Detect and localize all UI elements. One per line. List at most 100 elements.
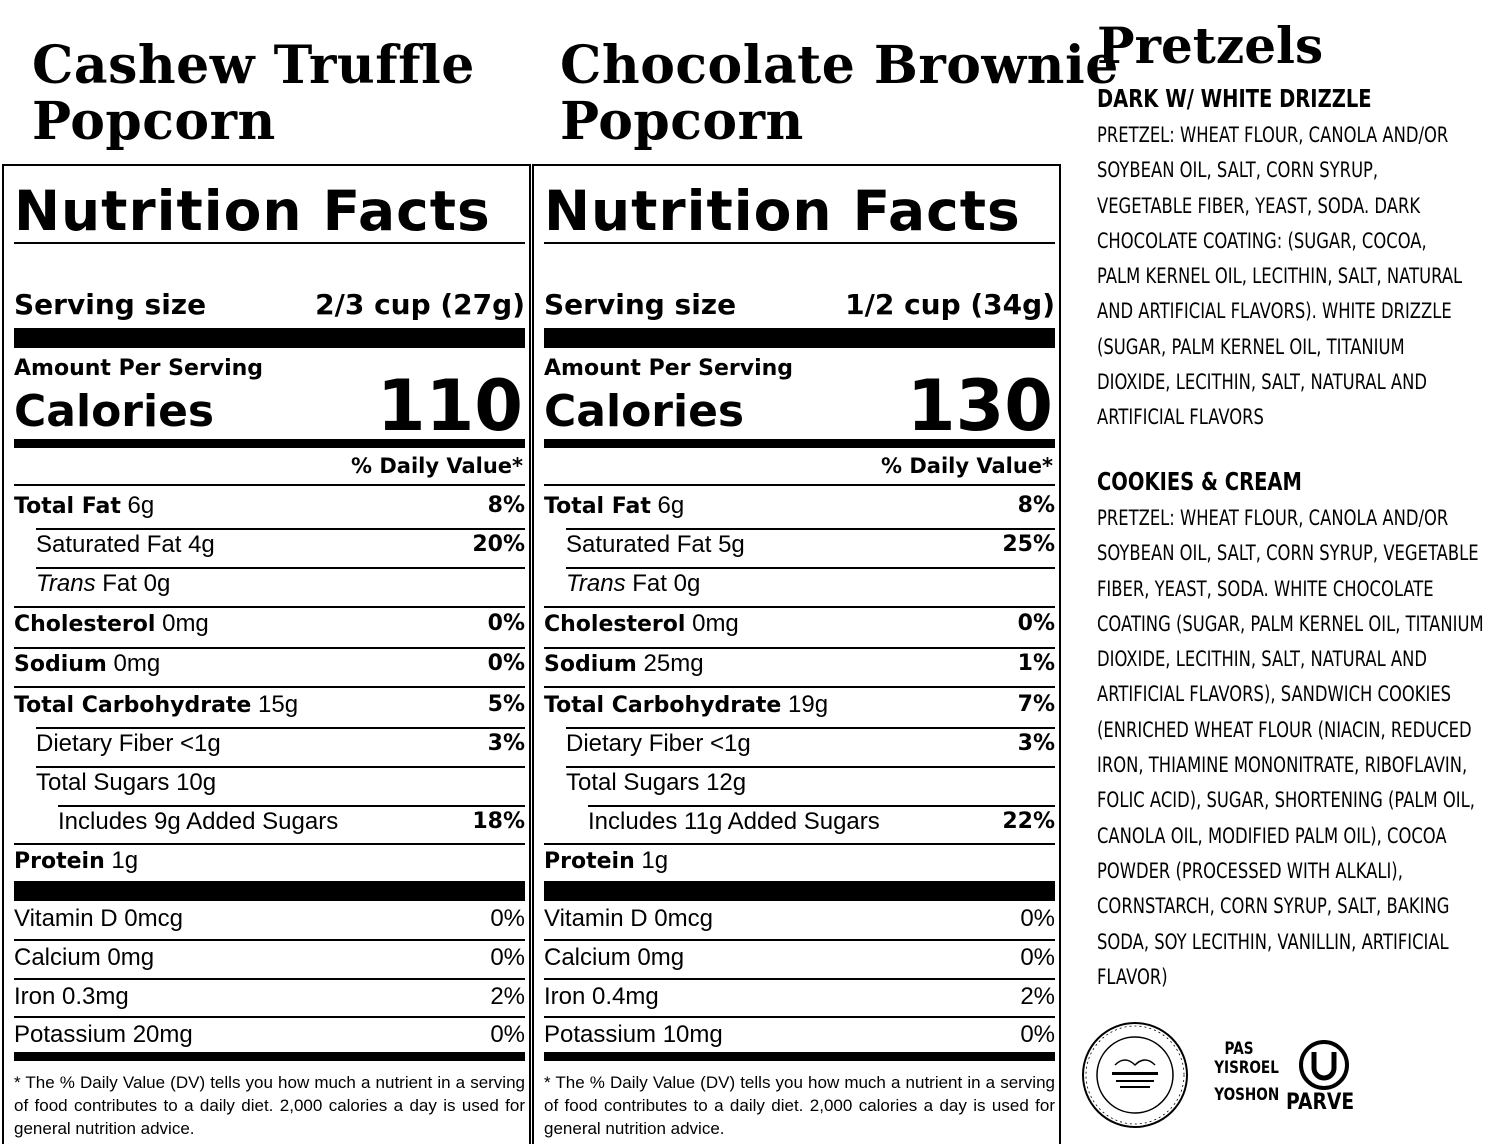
ingredient-line: DIOXIDE, LECITHIN, SALT, NATURAL AND bbox=[1097, 647, 1427, 672]
ingredient-line: IRON, THIAMINE MONONITRATE, RIBOFLAVIN, bbox=[1097, 753, 1468, 778]
divider bbox=[566, 766, 1055, 768]
nutrient-percent: 3% bbox=[487, 731, 525, 756]
title-line: Popcorn bbox=[560, 91, 804, 152]
ou-kosher-icon bbox=[1299, 1040, 1349, 1090]
thick-divider bbox=[544, 881, 1055, 901]
daily-value-header: % Daily Value* bbox=[351, 454, 523, 478]
vitamin-percent: 2% bbox=[490, 983, 525, 1010]
ingredient-line: CANOLA OIL, MODIFIED PALM OIL), COCOA bbox=[1097, 823, 1447, 848]
ingredient-line: ARTIFICIAL FLAVORS bbox=[1097, 405, 1264, 430]
nutrient-name: Includes 9g Added Sugars bbox=[58, 808, 339, 835]
nutrient-percent: 22% bbox=[1002, 809, 1055, 834]
thick-divider bbox=[14, 328, 525, 348]
divider bbox=[566, 727, 1055, 729]
divider bbox=[14, 242, 525, 244]
daily-value-footnote: * The % Daily Value (DV) tells you how m… bbox=[14, 1073, 525, 1138]
pas-yisroel-badge: PAS YISROEL YOSHON bbox=[1208, 1039, 1280, 1105]
divider bbox=[14, 843, 525, 845]
thick-divider bbox=[14, 881, 525, 901]
nutrient-row: Cholesterol 0mg 0% bbox=[14, 605, 525, 643]
nutrient-name: Sodium bbox=[14, 652, 107, 677]
serving-size-label: Serving size bbox=[544, 288, 737, 321]
nutrient-row: Saturated Fat 4g 20% bbox=[14, 526, 525, 564]
pas-label: PAS bbox=[1224, 1039, 1254, 1059]
nutrient-name: Includes 11g Added Sugars bbox=[588, 808, 880, 835]
nutrient-row: Sodium 0mg 0% bbox=[14, 645, 525, 683]
nutrient-name: Dietary Fiber <1g bbox=[566, 730, 751, 757]
ingredient-line: PRETZEL: WHEAT FLOUR, CANOLA AND/OR bbox=[1097, 123, 1449, 147]
ingredient-line: FOLIC ACID), SUGAR, SHORTENING (PALM OIL… bbox=[1097, 788, 1475, 813]
title-line: Popcorn bbox=[32, 91, 276, 152]
calories-label: Calories bbox=[544, 386, 745, 437]
serving-size-value: 1/2 cup (34g) bbox=[845, 288, 1055, 321]
nutrient-amount: 0mg bbox=[162, 610, 209, 637]
divider bbox=[36, 567, 525, 569]
amount-per-serving: Amount Per Serving bbox=[14, 356, 264, 381]
vitamin-percent: 2% bbox=[1020, 983, 1055, 1010]
nutrient-row: Trans Fat 0g bbox=[544, 565, 1055, 603]
divider bbox=[36, 528, 525, 530]
product-title-cashew: Cashew Truffle Popcorn bbox=[32, 38, 475, 150]
amount-per-serving: Amount Per Serving bbox=[544, 356, 794, 381]
nutrient-percent: 0% bbox=[487, 611, 525, 636]
nutrient-name: Sodium bbox=[544, 652, 637, 677]
vitamin-name: Calcium 0mg bbox=[14, 944, 155, 971]
nutrient-row: Total Sugars 10g bbox=[14, 764, 525, 802]
nutrient-name: Dietary Fiber <1g bbox=[36, 730, 221, 757]
nutrient-name-italic: Trans bbox=[566, 570, 626, 597]
nutrition-facts-heading: Nutrition Facts bbox=[14, 179, 491, 243]
ingredient-line: PALM KERNEL OIL, LECITHIN, SALT, NATURAL bbox=[1097, 264, 1463, 289]
nutrient-amount: Fat 0g bbox=[102, 570, 171, 597]
vitamin-row: Calcium 0mg 0% bbox=[14, 939, 525, 977]
vitamin-name: Calcium 0mg bbox=[544, 944, 685, 971]
divider bbox=[14, 606, 525, 608]
vitamin-row: Vitamin D 0mcg 0% bbox=[544, 900, 1055, 938]
nutrient-row: Total Fat 6g 8% bbox=[14, 487, 525, 525]
ingredient-line: VEGETABLE FIBER, YEAST, SODA. DARK bbox=[1097, 193, 1421, 218]
divider bbox=[588, 805, 1055, 807]
nutrient-percent: 5% bbox=[487, 692, 525, 717]
serving-size-row: Serving size 1/2 cup (34g) bbox=[544, 288, 1055, 328]
vitamin-name: Vitamin D 0mcg bbox=[544, 905, 713, 932]
vitamin-row: Iron 0.4mg 2% bbox=[544, 978, 1055, 1016]
kosher-seal-icon bbox=[1082, 1022, 1188, 1128]
daily-value-footnote: * The % Daily Value (DV) tells you how m… bbox=[544, 1073, 1055, 1138]
serving-size-row: Serving size 2/3 cup (27g) bbox=[14, 288, 525, 328]
nutrient-row: Protein 1g bbox=[14, 842, 525, 880]
nutrient-name: Cholesterol bbox=[14, 612, 156, 637]
yisroel-label: YISROEL bbox=[1214, 1058, 1279, 1078]
cookies-cream-ingredients: PRETZEL: WHEAT FLOUR, CANOLA AND/OR SOYBE… bbox=[1097, 501, 1484, 995]
nutrient-row: Includes 9g Added Sugars 18% bbox=[14, 803, 525, 841]
medium-divider bbox=[544, 439, 1055, 448]
serving-size-value: 2/3 cup (27g) bbox=[315, 288, 525, 321]
title-line: Chocolate Brownie bbox=[560, 35, 1119, 96]
ingredient-line: SODA, SOY LECITHIN, VANILLIN, ARTIFICIAL bbox=[1097, 929, 1449, 954]
title-line: Cashew Truffle bbox=[32, 35, 475, 96]
nutrient-name: Protein bbox=[14, 849, 105, 874]
nutrient-percent: 25% bbox=[1002, 532, 1055, 557]
vitamin-name: Potassium 10mg bbox=[544, 1021, 723, 1048]
divider bbox=[566, 528, 1055, 530]
nutrient-name: Protein bbox=[544, 849, 635, 874]
nutrient-amount: 19g bbox=[788, 691, 829, 718]
ingredient-line: DIOXIDE, LECITHIN, SALT, NATURAL AND bbox=[1097, 370, 1427, 395]
vitamin-name: Potassium 20mg bbox=[14, 1021, 193, 1048]
dark-drizzle-ingredients: PRETZEL: WHEAT FLOUR, CANOLA AND/OR SOYBE… bbox=[1097, 118, 1471, 436]
nutrient-name: Total Fat bbox=[544, 494, 651, 519]
vitamin-name: Iron 0.3mg bbox=[14, 983, 129, 1010]
nutrient-row: Dietary Fiber <1g 3% bbox=[14, 725, 525, 763]
divider bbox=[544, 1016, 1055, 1018]
nutrient-percent: 0% bbox=[487, 651, 525, 676]
yoshon-label: YOSHON bbox=[1214, 1085, 1280, 1105]
nutrient-name: Total Sugars 12g bbox=[566, 769, 747, 796]
ingredient-line: CORNSTARCH, CORN SYRUP, SALT, BAKING bbox=[1097, 894, 1450, 919]
divider bbox=[544, 484, 1055, 486]
daily-value-header: % Daily Value* bbox=[881, 454, 1053, 478]
calories-value: 130 bbox=[906, 365, 1053, 447]
vitamin-row: Calcium 0mg 0% bbox=[544, 939, 1055, 977]
nutrient-row: Total Carbohydrate 19g 7% bbox=[544, 686, 1055, 724]
ingredient-line: PRETZEL: WHEAT FLOUR, CANOLA AND/OR bbox=[1097, 506, 1449, 530]
medium-divider bbox=[14, 1052, 525, 1061]
divider bbox=[544, 939, 1055, 941]
nutrient-row: Total Carbohydrate 15g 5% bbox=[14, 686, 525, 724]
